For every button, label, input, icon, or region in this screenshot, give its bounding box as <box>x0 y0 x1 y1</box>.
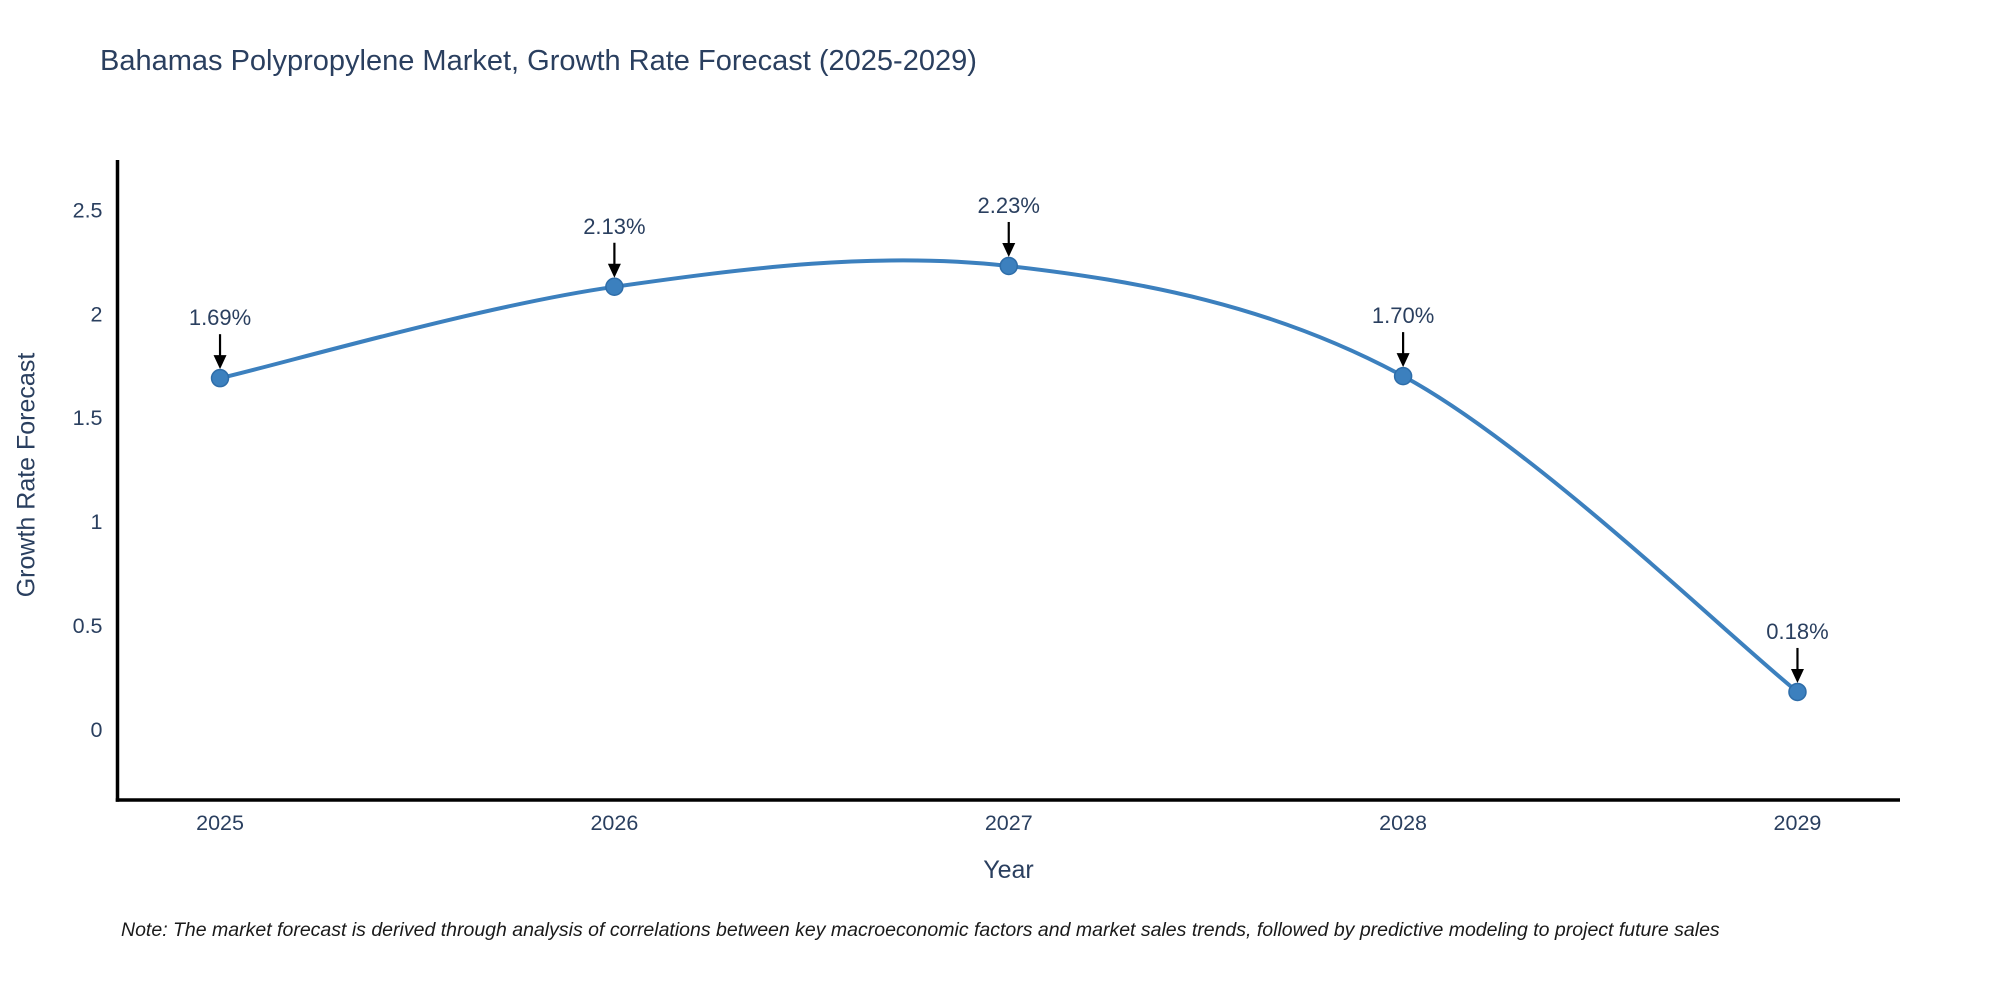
annotation-arrowhead-icon <box>607 263 621 278</box>
y-tick-label: 1 <box>91 510 103 534</box>
annotation-label: 2.23% <box>978 193 1040 218</box>
annotation-arrowhead-icon <box>1396 353 1410 368</box>
x-axis-title: Year <box>983 856 1034 884</box>
annotation-label: 2.13% <box>583 214 645 239</box>
y-tick-label: 0 <box>91 718 103 742</box>
y-tick-label: 1.5 <box>73 406 103 430</box>
y-tick-label: 0.5 <box>73 614 103 638</box>
annotation-label: 0.18% <box>1766 619 1828 644</box>
footnote: Note: The market forecast is derived thr… <box>121 919 1720 941</box>
x-tick-label: 2025 <box>196 811 244 835</box>
data-point-2028[interactable] <box>1393 366 1413 386</box>
chart-title: Bahamas Polypropylene Market, Growth Rat… <box>100 45 977 77</box>
x-tick-label: 2027 <box>985 811 1033 835</box>
y-axis-title: Growth Rate Forecast <box>12 352 41 598</box>
y-tick-label: 2 <box>91 302 103 326</box>
forecast-line <box>218 258 1800 694</box>
annotation-arrowhead-icon <box>1002 242 1016 257</box>
annotation-label: 1.69% <box>189 305 251 330</box>
data-point-2027[interactable] <box>999 256 1018 276</box>
data-point-2025[interactable] <box>210 368 230 388</box>
y-tick-label: 2.5 <box>73 198 103 222</box>
x-tick-label: 2026 <box>590 811 638 835</box>
data-point-2029[interactable] <box>1788 682 1807 702</box>
x-tick-label: 2029 <box>1774 811 1822 835</box>
annotation-arrowhead-icon <box>213 355 227 370</box>
x-tick-label: 2028 <box>1379 811 1427 835</box>
annotation-label: 1.70% <box>1372 303 1434 328</box>
data-point-2026[interactable] <box>605 277 624 297</box>
annotation-arrowhead-icon <box>1790 668 1804 683</box>
